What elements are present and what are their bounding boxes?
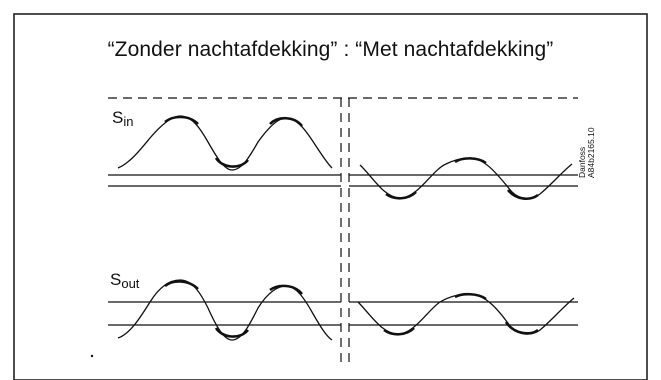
sin-wave-left: [117, 115, 333, 171]
sout-label: Sout: [110, 270, 139, 291]
sout-wave-left-thick-peaks: [164, 280, 304, 338]
diagram-title: “Zonder nachtafdekking” : “Met nachtafde…: [107, 38, 554, 61]
sin-wave-right-thick-peaks: [385, 157, 539, 200]
sout-label-sub: out: [121, 276, 140, 291]
sout-wave-right: [357, 293, 575, 335]
sin-label: Sin: [112, 108, 133, 129]
sin-label-sub: in: [123, 114, 134, 129]
stray-dot: [90, 354, 94, 358]
sout-wave-right-thick-peaks: [383, 292, 539, 336]
sin-wave-right: [359, 157, 573, 199]
sin-label-base: S: [112, 108, 124, 127]
outer-frame: [13, 13, 648, 380]
sin-wave-left-thick-peaks: [164, 115, 304, 168]
side-tag-code: A84b2165.10: [586, 127, 596, 178]
sout-wave-left: [117, 279, 333, 341]
sout-label-base: S: [110, 270, 122, 289]
